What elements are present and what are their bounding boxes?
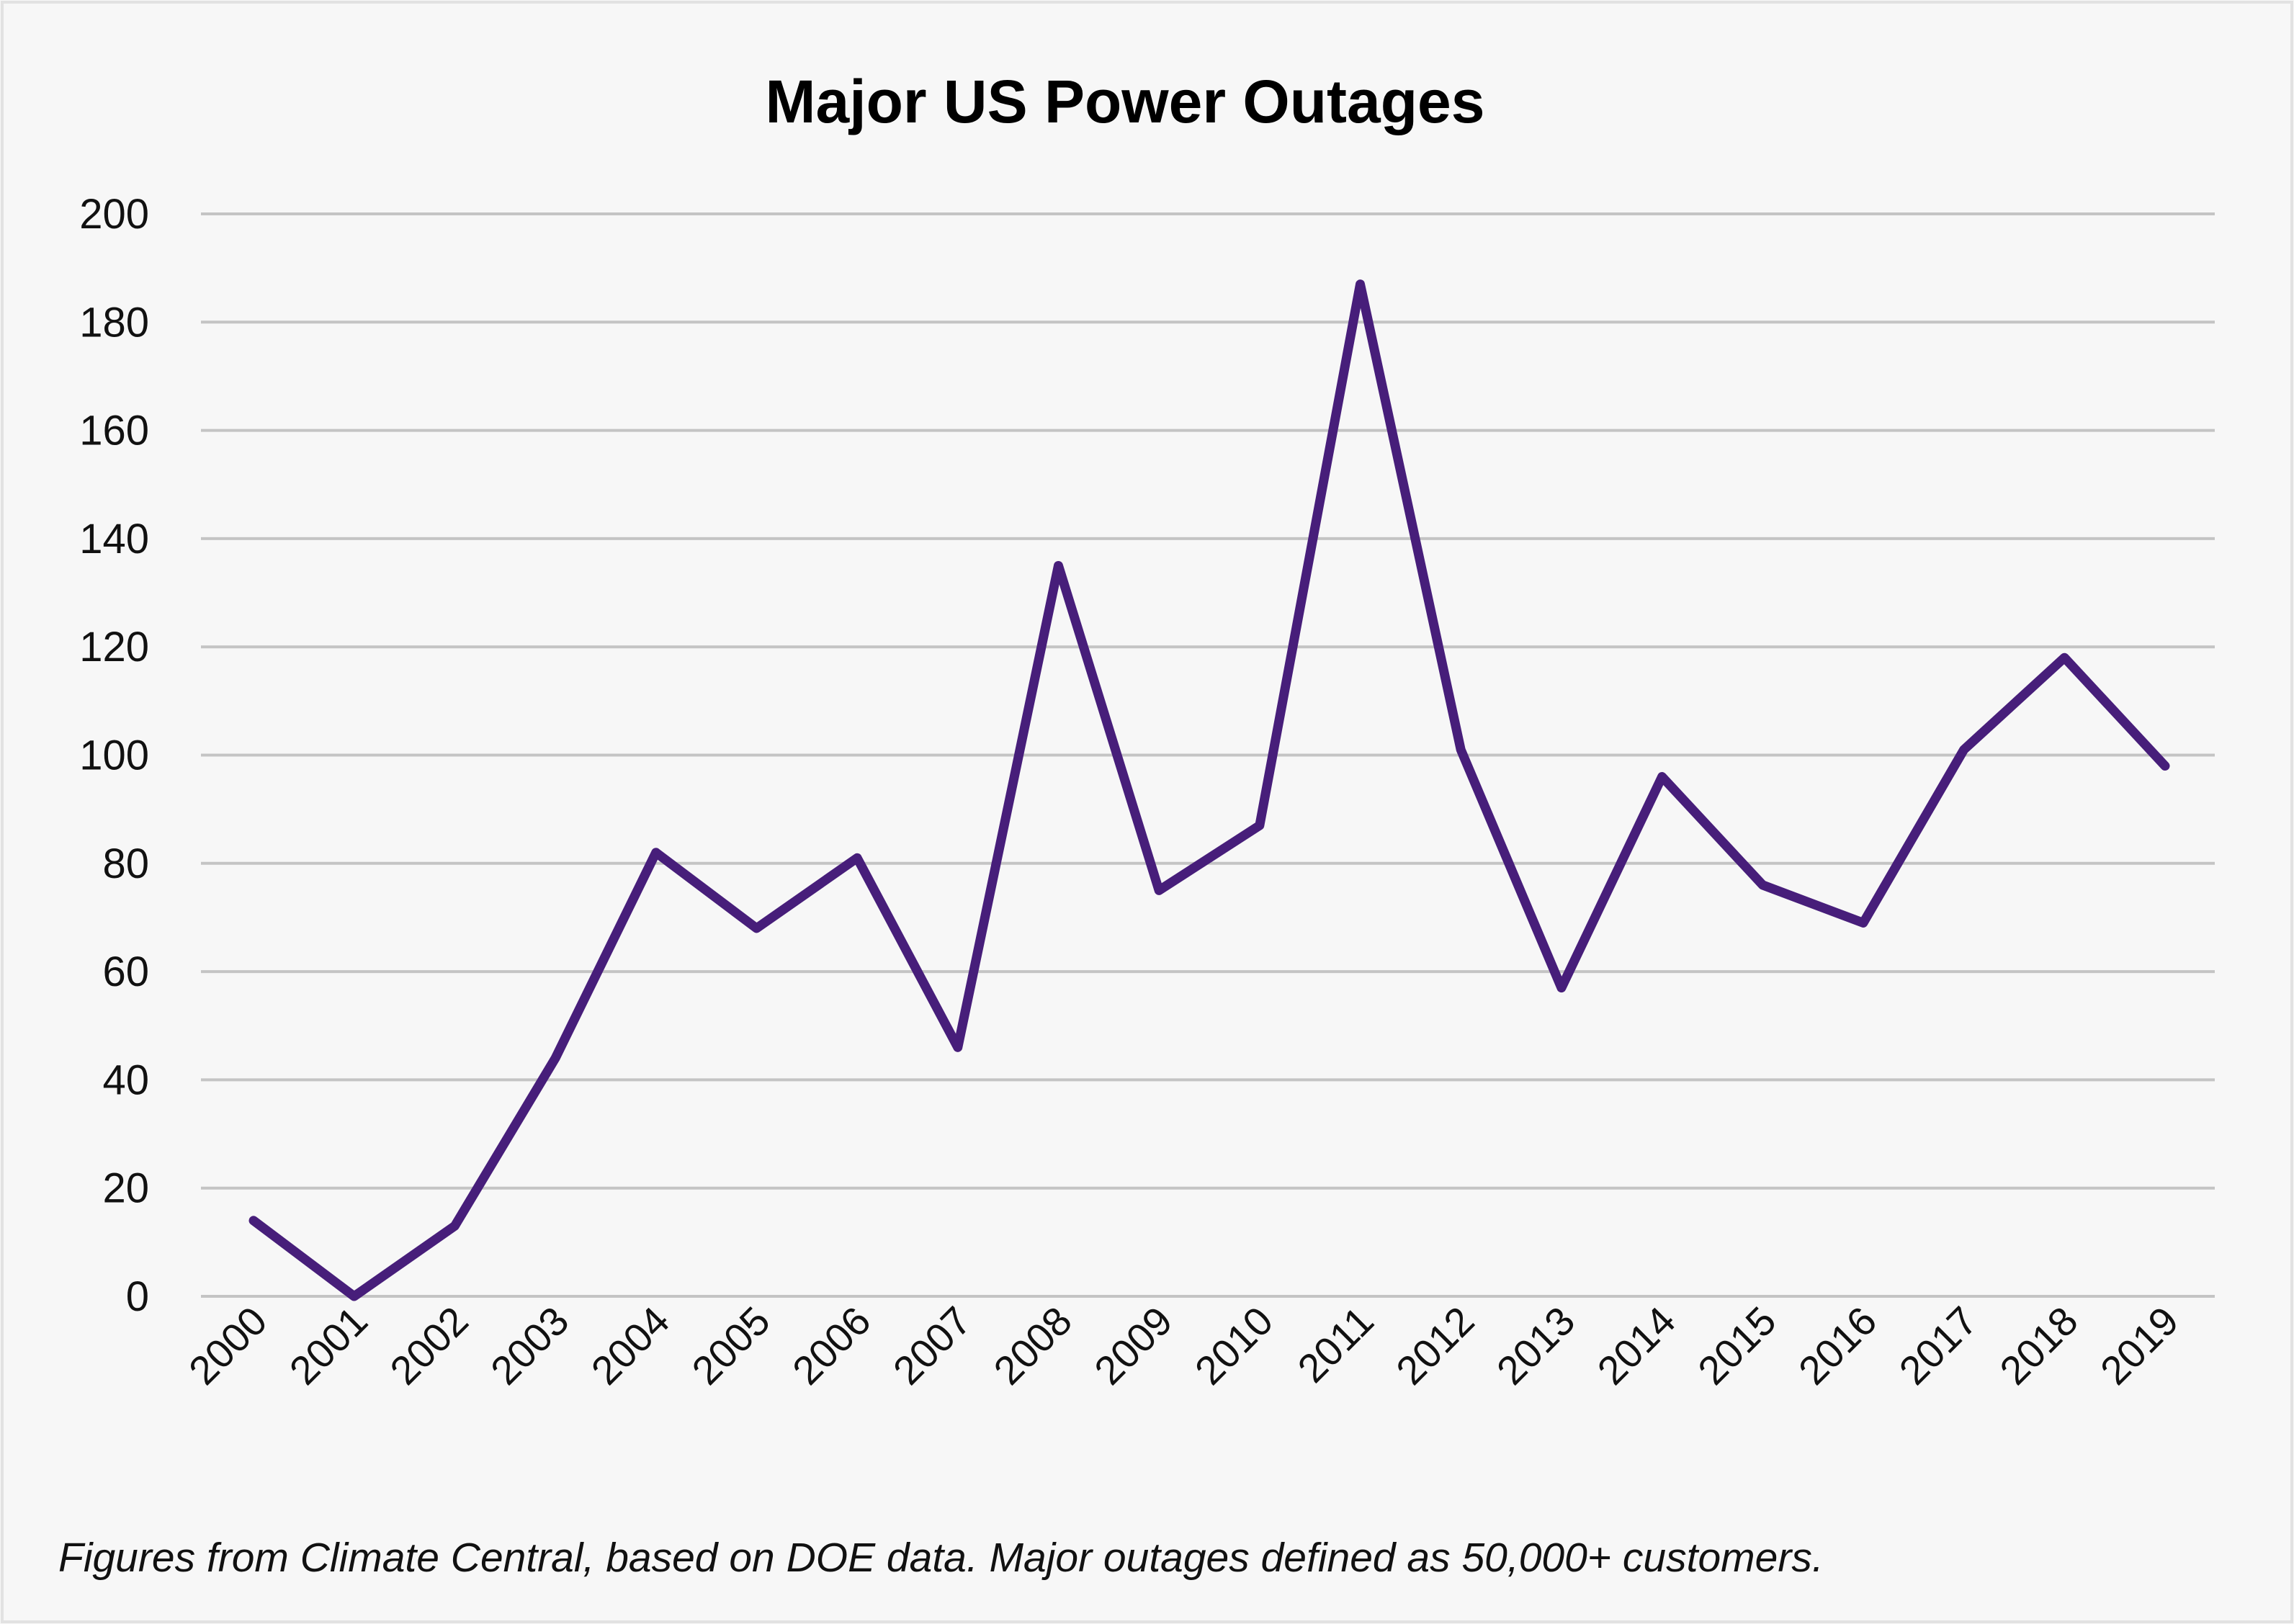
y-tick-label-80: 80 — [102, 840, 149, 887]
data-point-2019 — [2164, 764, 2167, 768]
data-point-2004 — [654, 851, 658, 854]
footnote: Figures from Climate Central, based on D… — [58, 1535, 1824, 1581]
y-tick-label-120: 120 — [79, 624, 149, 670]
y-tick-label-200: 200 — [79, 191, 149, 238]
data-point-2005 — [755, 926, 758, 930]
y-axis-ticks: 0 20 40 60 80 100 120 140 160 180 200 — [79, 191, 149, 1320]
y-tick-label-180: 180 — [79, 299, 149, 346]
data-point-2012 — [1459, 748, 1463, 751]
chart-title: Major US Power Outages — [766, 68, 1485, 135]
data-point-2016 — [1861, 921, 1865, 925]
data-point-2013 — [1559, 986, 1563, 990]
y-tick-label-20: 20 — [102, 1165, 149, 1212]
data-point-2001 — [352, 1295, 356, 1298]
data-point-2006 — [856, 856, 859, 860]
data-point-2008 — [1057, 564, 1060, 567]
data-point-2003 — [554, 1057, 557, 1060]
y-tick-label-140: 140 — [79, 516, 149, 562]
y-tick-label-0: 0 — [126, 1273, 149, 1320]
y-tick-label-100: 100 — [79, 732, 149, 779]
y-tick-label-60: 60 — [102, 948, 149, 995]
data-point-2002 — [453, 1224, 457, 1228]
data-point-2009 — [1157, 889, 1161, 892]
data-point-2015 — [1761, 883, 1765, 887]
data-point-2014 — [1660, 775, 1664, 779]
data-point-2018 — [2063, 656, 2066, 660]
data-point-2011 — [1358, 282, 1362, 286]
y-tick-label-160: 160 — [79, 408, 149, 454]
data-point-2007 — [956, 1046, 959, 1049]
series — [248, 279, 2170, 1301]
y-tick-label-40: 40 — [102, 1057, 149, 1103]
data-point-2000 — [252, 1219, 255, 1222]
series-line — [248, 279, 2170, 1301]
data-point-2017 — [1962, 748, 1966, 751]
data-point-2010 — [1258, 824, 1261, 827]
